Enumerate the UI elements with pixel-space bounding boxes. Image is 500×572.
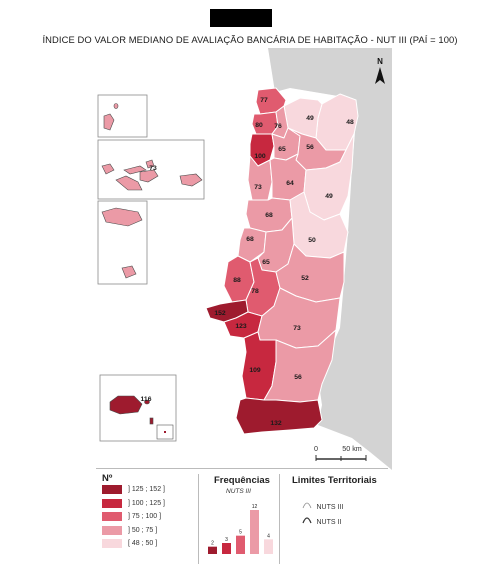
frequency-bar-label: 2: [211, 541, 214, 547]
legend-title: Nº: [102, 473, 113, 484]
legend-swatch: [102, 485, 122, 494]
limit-nuts2: NUTS II: [302, 511, 341, 529]
legend-swatch: [102, 498, 122, 508]
nuts2-line-icon: [302, 517, 312, 524]
label-alto-alentejo: 52: [301, 275, 309, 282]
label-viseu: 64: [286, 180, 294, 187]
island-selvagens: [164, 431, 166, 433]
island-porto-santo: [144, 399, 150, 405]
label-madeira: 116: [141, 396, 152, 403]
label-beiras-serra-estrela: 49: [325, 193, 333, 200]
region-leiria: [237, 227, 267, 263]
island-santa-maria: [121, 265, 137, 279]
legend-swatch: [102, 539, 122, 548]
limits-title: Limites Territoriais: [292, 475, 377, 486]
frequency-bar: [250, 510, 259, 554]
background-land-spain: [268, 48, 392, 470]
frequency-bar-label: 3: [225, 537, 228, 543]
frequency-bar: [222, 543, 231, 554]
legend-class-label: ] 125 ; 152 ]: [128, 486, 165, 493]
label-leiria: 68: [246, 236, 254, 243]
label-alentejo-litoral: 109: [249, 367, 261, 374]
label-tamega-sousa: 65: [278, 146, 286, 153]
legend-class-label: ] 75 ; 100 ]: [128, 513, 162, 520]
redacted-header-block: [210, 9, 272, 27]
island-pico: [115, 175, 143, 191]
scale-start-label: 0: [314, 444, 318, 453]
frequency-bar: [236, 535, 245, 554]
label-am-porto: 100: [254, 153, 266, 160]
label-coimbra: 68: [265, 212, 273, 219]
legend-class-item: [ 48 ; 50 ]: [102, 539, 202, 549]
label-douro: 56: [306, 144, 314, 151]
legend-swatch: [102, 512, 122, 521]
legend-class-label: ] 100 ; 125 ]: [128, 499, 165, 507]
label-cavado: 80: [255, 122, 263, 129]
island-sao-miguel-east: [101, 207, 143, 227]
map-title: ÍNDICE DO VALOR MEDIANO DE AVALIAÇÃO BAN…: [42, 34, 458, 45]
scale-end-label: 50 km: [342, 444, 362, 453]
island-desertas: [149, 417, 154, 425]
island-terceira: [139, 169, 159, 183]
island-sao-jorge: [123, 165, 147, 175]
label-azores: 73: [149, 165, 157, 172]
frequency-bar-label: 5: [239, 530, 242, 536]
legend-swatch: [102, 525, 122, 535]
island-madeira: [109, 395, 143, 415]
frequency-bar-label: 12: [252, 504, 258, 510]
label-beira-baixa: 50: [308, 237, 316, 244]
frequency-histogram: 2 3 5 12 4: [208, 504, 273, 554]
island-corvo: [113, 103, 119, 109]
inset-azores-central: [97, 139, 205, 200]
legend-class-item: ] 50 ; 75 ]: [102, 525, 202, 536]
north-arrow-icon: N: [375, 57, 385, 84]
island-sao-miguel: [179, 173, 203, 187]
island-faial: [101, 163, 115, 175]
legend-class-item: ] 125 ; 152 ]: [102, 485, 202, 495]
legend-class-label: ] 50 ; 75 ]: [128, 526, 158, 534]
label-alto-tamega: 49: [306, 115, 314, 122]
frequencies-subtitle: NUTS III: [226, 488, 251, 495]
label-algarve: 132: [270, 420, 282, 427]
label-ave: 76: [274, 123, 282, 130]
frequency-bar: [208, 546, 217, 554]
frequency-bar-label: 4: [267, 533, 270, 539]
legend-class-label: [ 48 ; 50 ]: [128, 540, 158, 547]
limit-nuts3: NUTS III: [302, 496, 343, 514]
nuts3-line-icon: [302, 502, 312, 509]
legend-class-item: ] 100 ; 125 ]: [102, 498, 202, 509]
frequencies-title: Frequências: [214, 475, 270, 486]
legend-panel: Nº ] 125 ; 152 ] ] 100 ; 125 ] ] 75 ; 100 …: [96, 468, 396, 568]
region-algarve: [235, 397, 323, 435]
island-graciosa: [145, 159, 155, 169]
label-aveiro: 73: [254, 184, 262, 191]
north-arrow-label: N: [377, 57, 383, 66]
region-aveiro: [247, 155, 273, 201]
frequency-bar: [264, 539, 273, 554]
label-alto-minho: 77: [260, 97, 268, 104]
label-alentejo-central: 73: [293, 325, 301, 332]
label-am-lisboa: 152: [214, 310, 226, 317]
legend-class-item: ] 75 ; 100 ]: [102, 512, 202, 522]
scale-bar: 0 50 km: [314, 444, 367, 461]
label-oeste: 88: [233, 277, 241, 284]
label-terras-tras-os-montes: 48: [346, 119, 354, 126]
label-leziria: 78: [251, 288, 259, 295]
label-medio-tejo: 65: [262, 259, 270, 266]
island-flores: [103, 113, 115, 131]
label-peninsula-setubal: 123: [235, 323, 247, 330]
label-baixo-alentejo: 56: [294, 374, 302, 381]
